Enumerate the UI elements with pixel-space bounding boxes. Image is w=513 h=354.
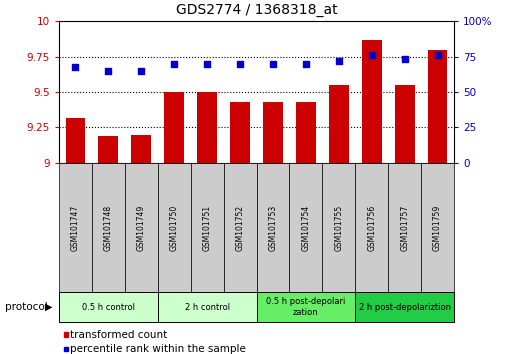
Bar [362,40,382,163]
Text: GSM101749: GSM101749 [137,204,146,251]
Bar [428,50,447,163]
Text: GSM101753: GSM101753 [268,204,278,251]
Bar [263,102,283,163]
Point [302,61,310,67]
Point [269,61,277,67]
Text: ▶: ▶ [45,302,52,312]
Point [71,64,80,69]
Text: 0.5 h post-depolari
zation: 0.5 h post-depolari zation [266,297,346,317]
Point [137,68,145,74]
Text: protocol: protocol [5,302,48,312]
Bar [131,135,151,163]
Bar [394,85,415,163]
Text: 0.5 h control: 0.5 h control [82,303,135,312]
Point [368,52,376,58]
Title: GDS2774 / 1368318_at: GDS2774 / 1368318_at [175,4,338,17]
Text: GSM101755: GSM101755 [334,204,343,251]
Text: GSM101748: GSM101748 [104,204,113,251]
Text: GSM101757: GSM101757 [400,204,409,251]
Text: percentile rank within the sample: percentile rank within the sample [70,344,246,354]
Point [236,61,244,67]
Bar [197,92,217,163]
Bar [98,136,118,163]
Bar [296,102,315,163]
Point [334,58,343,64]
Text: GSM101754: GSM101754 [301,204,310,251]
Point [401,57,409,62]
Point [104,68,112,74]
Text: 2 h control: 2 h control [185,303,230,312]
Text: GSM101747: GSM101747 [71,204,80,251]
Bar [66,118,85,163]
Point [433,52,442,58]
Bar [329,85,349,163]
Point [170,61,179,67]
Text: GSM101759: GSM101759 [433,204,442,251]
Text: GSM101751: GSM101751 [203,204,212,251]
Bar [164,92,184,163]
Point [203,61,211,67]
Text: 2 h post-depolariztion: 2 h post-depolariztion [359,303,450,312]
Text: GSM101752: GSM101752 [235,204,245,251]
Text: GSM101756: GSM101756 [367,204,376,251]
Bar [230,102,250,163]
Text: transformed count: transformed count [70,330,167,339]
Text: GSM101750: GSM101750 [170,204,179,251]
